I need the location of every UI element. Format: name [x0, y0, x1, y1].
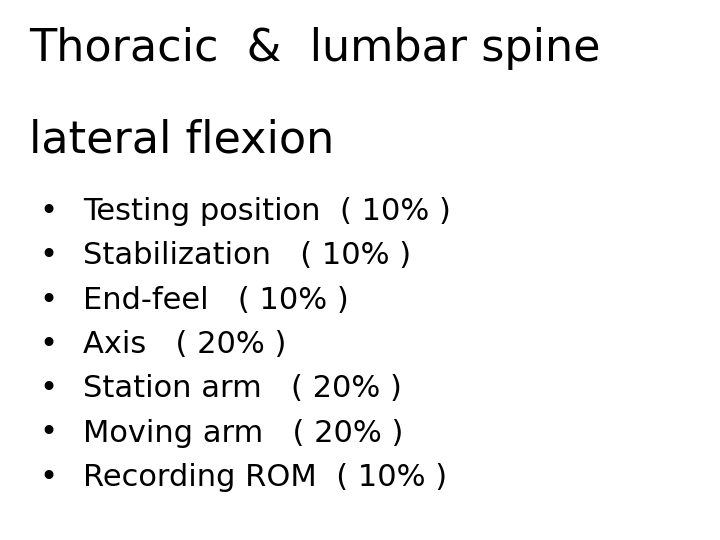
Text: •: • — [40, 418, 58, 448]
Text: •: • — [40, 241, 58, 271]
Text: •: • — [40, 330, 58, 359]
Text: Thoracic  &  lumbar spine: Thoracic & lumbar spine — [29, 27, 600, 70]
Text: •: • — [40, 463, 58, 492]
Text: Testing position  ( 10% ): Testing position ( 10% ) — [83, 197, 451, 226]
Text: Recording ROM  ( 10% ): Recording ROM ( 10% ) — [83, 463, 447, 492]
Text: Stabilization   ( 10% ): Stabilization ( 10% ) — [83, 241, 411, 271]
Text: •: • — [40, 374, 58, 403]
Text: Station arm   ( 20% ): Station arm ( 20% ) — [83, 374, 402, 403]
Text: Axis   ( 20% ): Axis ( 20% ) — [83, 330, 286, 359]
Text: End-feel   ( 10% ): End-feel ( 10% ) — [83, 286, 348, 315]
Text: lateral flexion: lateral flexion — [29, 119, 334, 162]
Text: Moving arm   ( 20% ): Moving arm ( 20% ) — [83, 418, 403, 448]
Text: •: • — [40, 286, 58, 315]
Text: •: • — [40, 197, 58, 226]
